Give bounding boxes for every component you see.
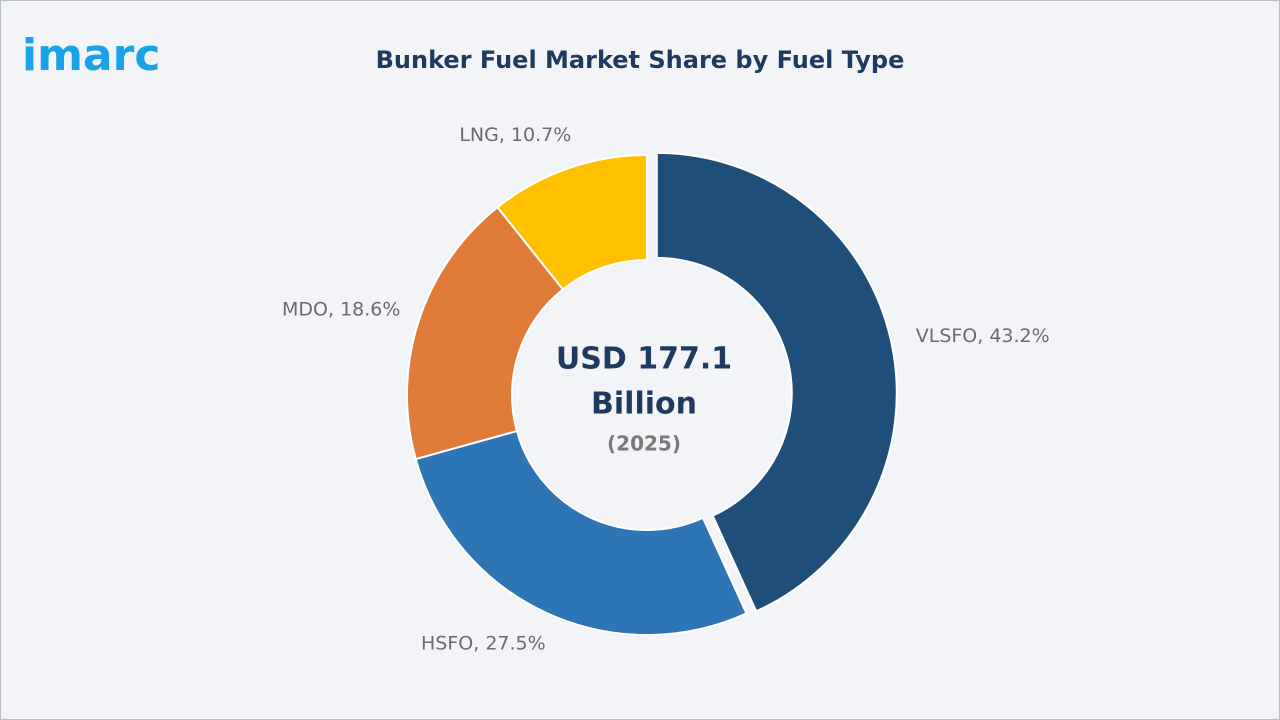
- donut-slice: [655, 151, 898, 613]
- chart-title: Bunker Fuel Market Share by Fuel Type: [376, 46, 905, 74]
- donut-slice: [414, 429, 748, 636]
- donut-slice: [406, 205, 565, 461]
- data-label: LNG, 10.7%: [459, 124, 571, 146]
- center-label: Billion: [591, 387, 697, 422]
- center-label: USD 177.1: [556, 342, 732, 377]
- center-sublabel: (2025): [607, 432, 681, 456]
- data-label: MDO, 18.6%: [282, 299, 400, 321]
- data-label: HSFO, 27.5%: [421, 633, 546, 655]
- donut-slice: [496, 153, 648, 291]
- logo: imarc: [22, 30, 160, 81]
- data-label: VLSFO, 43.2%: [916, 325, 1050, 347]
